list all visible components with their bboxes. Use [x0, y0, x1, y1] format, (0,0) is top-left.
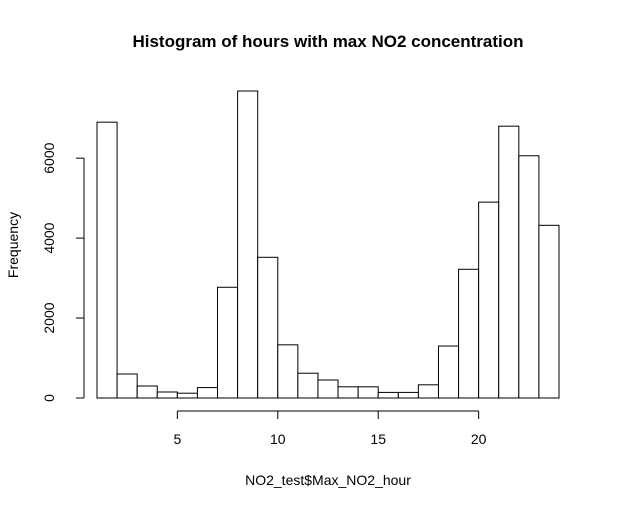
x-tick-label: 20 [471, 431, 487, 447]
histogram-bar [277, 344, 299, 399]
histogram-bar [518, 155, 540, 399]
histogram-bar [437, 345, 460, 399]
histogram-bar [196, 387, 219, 399]
histogram-bar [257, 256, 279, 399]
histogram-bar [156, 391, 178, 399]
histogram-bar [297, 372, 319, 399]
histogram-bar [397, 391, 419, 399]
y-axis: 0 2000 4000 6000 [41, 142, 85, 402]
y-tick-label: 0 [41, 394, 57, 402]
x-tick-label: 5 [173, 431, 181, 447]
y-axis-label: Frequency [5, 212, 21, 278]
histogram-bar [538, 224, 560, 399]
y-tick-label: 6000 [41, 142, 57, 173]
histogram-bar [478, 201, 500, 399]
histogram-bar [458, 268, 480, 399]
histogram-bar [176, 392, 198, 399]
histogram-bar [498, 125, 520, 399]
histogram-bar [237, 90, 259, 399]
x-tick-label: 15 [370, 431, 386, 447]
x-axis: 5 10 15 20 [173, 410, 487, 447]
histogram-bar [357, 386, 379, 399]
chart-title: Histogram of hours with max NO2 concentr… [132, 32, 523, 51]
x-axis-label: NO2_test$Max_NO2_hour [245, 472, 411, 488]
histogram-bar [217, 286, 239, 399]
histogram-bar [136, 385, 158, 399]
y-tick-label: 4000 [41, 222, 57, 253]
histogram-bar [337, 386, 359, 399]
histogram-bar [116, 373, 138, 399]
y-tick-label: 2000 [41, 302, 57, 333]
histogram-bar [317, 379, 339, 399]
histogram-bars [96, 90, 560, 399]
x-tick-label: 10 [270, 431, 286, 447]
histogram-bar [377, 391, 399, 399]
histogram-bar [96, 121, 118, 399]
histogram-bar [417, 384, 439, 399]
